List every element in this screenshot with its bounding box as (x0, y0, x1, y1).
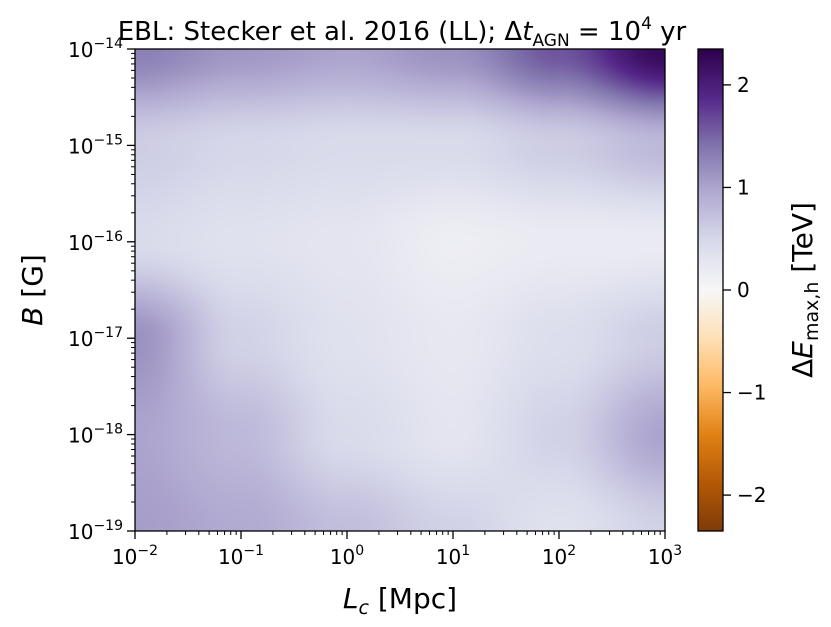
x-tick-label: 103 (648, 543, 682, 569)
colorbar-tick-label: −2 (737, 483, 766, 507)
y-tick-label: 10−16 (68, 229, 123, 255)
x-tick-label: 101 (436, 543, 470, 569)
colorbar-tick-label: −1 (737, 381, 766, 405)
colorbar-tick-label: 2 (737, 73, 750, 97)
x-axis: 10−2 10−1 100 101 102 103 (112, 531, 682, 569)
y-tick-label: 10−17 (68, 325, 123, 351)
colorbar-gradient (698, 49, 723, 531)
y-tick-label: 10−19 (68, 518, 123, 544)
x-axis-label: Lc [Mpc] (343, 582, 457, 619)
y-tick-label: 10−14 (68, 36, 123, 62)
colorbar-tick-label: 0 (737, 278, 750, 302)
heatmap-image (135, 49, 665, 531)
colorbar: −2 −1 0 1 2 (697, 48, 766, 532)
colorbar-tick-label: 1 (737, 175, 750, 199)
plot-area (134, 48, 666, 532)
y-tick-label: 10−18 (68, 422, 123, 448)
x-tick-label: 10−1 (218, 543, 264, 569)
y-axis: 10−19 10−18 10−17 10−16 10−15 10−14 (68, 36, 135, 544)
y-axis-label: B [G] (16, 254, 49, 326)
y-tick-label: 10−15 (68, 132, 123, 158)
chart-title: EBL: Stecker et al. 2016 (LL); ΔtAGN = 1… (118, 14, 687, 51)
x-tick-label: 10−2 (112, 543, 158, 569)
colorbar-label: ΔEmax,h [TeV] (786, 202, 823, 378)
x-tick-label: 100 (330, 543, 364, 569)
plot-frame (134, 48, 666, 532)
colorbar-ticks: −2 −1 0 1 2 (723, 73, 766, 507)
x-tick-label: 102 (542, 543, 576, 569)
